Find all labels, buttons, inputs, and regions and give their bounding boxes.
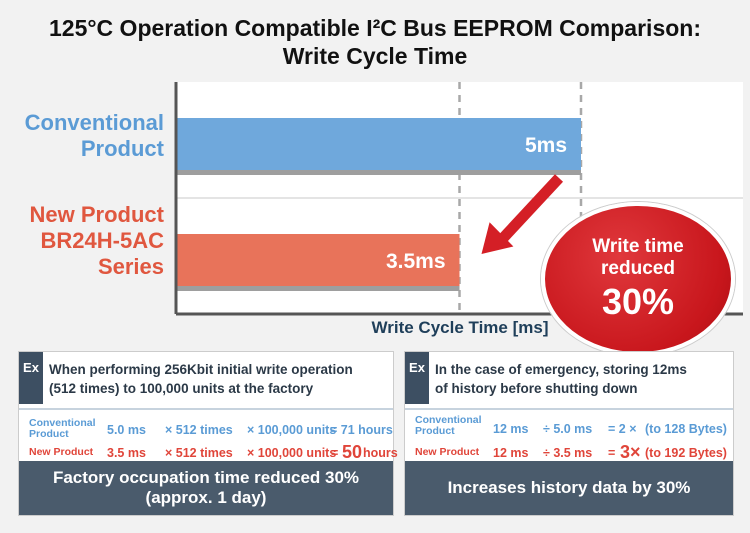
category-label-new-line2: BR24H-5AC: [40, 228, 164, 253]
category-label-conventional-line2: Product: [80, 136, 164, 161]
row-label: New Product: [415, 446, 480, 458]
calc-data: 12 ms: [493, 422, 529, 436]
row-label: Conventional Product: [415, 415, 482, 437]
calc-units: × 100,000 units: [247, 446, 337, 460]
ex-tag: Ex: [405, 352, 429, 404]
calc-times: × 512 times: [165, 423, 233, 437]
calc-divisor: ÷ 5.0 ms: [543, 422, 593, 436]
panel-description-line2: of history before shutting down: [435, 381, 638, 396]
calc-bytes: (to 128 Bytes): [645, 422, 727, 436]
panel-footer: Factory occupation time reduced 30% (app…: [19, 461, 393, 515]
bar-new: [176, 234, 460, 286]
calc-time: 5.0 ms: [107, 423, 146, 437]
x-axis-label: Write Cycle Time [ms]: [371, 318, 549, 337]
row-label-line2: Product: [415, 425, 455, 437]
calc-equals: =: [608, 446, 616, 460]
badge-line2: reduced: [601, 258, 675, 279]
panel-description-line1: In the case of emergency, storing 12ms: [435, 362, 687, 377]
data-label: 3.5ms: [386, 250, 446, 273]
category-label-conventional: Conventional Product: [6, 110, 164, 162]
calc-result: = 2 ×: [608, 422, 637, 436]
calc-bytes: (to 192 Bytes): [645, 446, 727, 460]
category-label-new-line3: Series: [97, 254, 164, 279]
data-label: 5ms: [525, 134, 567, 157]
category-label-new-line1: New Product: [29, 202, 164, 227]
reduction-badge: Write time reduced 30%: [541, 202, 735, 356]
chart-title-line2: Write Cycle Time: [282, 43, 468, 69]
calc-result: = 71 hours: [330, 423, 393, 437]
panel-divider: [405, 408, 733, 410]
panel-footer: Increases history data by 30%: [405, 461, 733, 515]
badge-percent: 30%: [601, 281, 675, 322]
panel-divider: [19, 408, 393, 410]
panel-description-line2: (512 times) to 100,000 units at the fact…: [49, 381, 314, 396]
calc-equals: =: [331, 446, 339, 460]
panel-description: In the case of emergency, storing 12ms o…: [435, 360, 727, 398]
ex-tag: Ex: [19, 352, 43, 404]
reduction-arrow: [495, 174, 564, 246]
chart-title: 125°C Operation Compatible I²C Bus EEPRO…: [0, 14, 750, 70]
calc-data: 12 ms: [493, 446, 529, 460]
row-label: Conventional Product: [29, 418, 96, 440]
reduction-arrow-head: [481, 222, 514, 254]
example-panel-emergency: Ex In the case of emergency, storing 12m…: [404, 351, 734, 516]
row-label-line2: Product: [29, 428, 69, 440]
row-label-line1: Conventional: [415, 414, 482, 426]
calc-time: 3.5 ms: [107, 446, 146, 460]
footer-line1: Factory occupation time reduced 30%: [52, 468, 360, 487]
row-label-line1: Conventional: [29, 417, 96, 429]
calc-units: × 100,000 units: [247, 423, 337, 437]
calc-divisor: ÷ 3.5 ms: [543, 446, 593, 460]
bar-shadow: [176, 170, 581, 175]
bar-shadow: [176, 286, 460, 291]
category-label-new: New Product BR24H-5AC Series: [6, 202, 164, 280]
panel-description-line1: When performing 256Kbit initial write op…: [49, 362, 353, 377]
bar-conventional: [176, 118, 581, 170]
calc-result-unit: hours: [363, 446, 398, 460]
row-label: New Product: [29, 446, 94, 458]
category-label-conventional-line1: Conventional: [24, 110, 164, 135]
badge-line1: Write time: [592, 236, 684, 257]
calc-result-number: 50: [342, 442, 363, 462]
chart-title-line1: 125°C Operation Compatible I²C Bus EEPRO…: [48, 15, 701, 41]
panel-header: Ex In the case of emergency, storing 12m…: [405, 352, 733, 404]
panel-header: Ex When performing 256Kbit initial write…: [19, 352, 393, 404]
calc-result-number: 3×: [620, 442, 641, 462]
footer-line2: (approx. 1 day): [145, 488, 267, 507]
calc-times: × 512 times: [165, 446, 233, 460]
footer-line1: Increases history data by 30%: [447, 478, 691, 497]
panel-description: When performing 256Kbit initial write op…: [49, 360, 387, 398]
example-panel-factory: Ex When performing 256Kbit initial write…: [18, 351, 398, 516]
